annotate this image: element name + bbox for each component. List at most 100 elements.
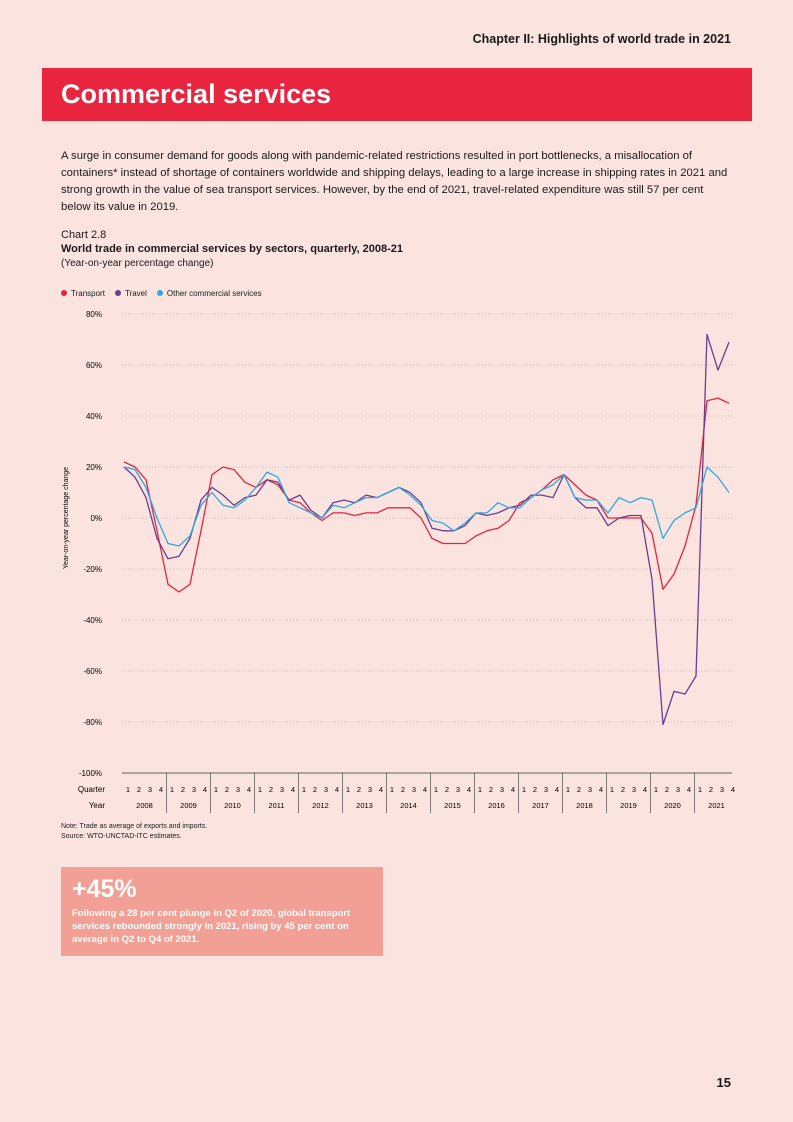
quarter-tick-label: 4 (379, 785, 383, 794)
series-line-transport (123, 397, 730, 593)
quarter-tick-label: 4 (467, 785, 471, 794)
year-tick-label: 2017 (532, 801, 549, 810)
quarter-tick-label: 1 (654, 785, 658, 794)
legend-item: Other commercial services (156, 289, 262, 298)
legend-dot (114, 290, 121, 296)
quarter-tick-label: 4 (555, 785, 559, 794)
quarter-tick-label: 3 (192, 785, 196, 794)
highlight-callout: +45% Following a 28 per cent plunge in Q… (61, 867, 383, 956)
year-tick-label: 2018 (576, 801, 593, 810)
quarter-tick-label: 4 (423, 785, 427, 794)
quarter-tick-label: 2 (577, 785, 581, 794)
quarter-tick-label: 4 (731, 785, 735, 794)
quarter-tick-label: 2 (621, 785, 625, 794)
y-tick-label: -80% (83, 718, 102, 727)
y-tick-label: -20% (83, 565, 102, 574)
quarter-tick-label: 3 (412, 785, 416, 794)
quarter-tick-label: 3 (676, 785, 680, 794)
quarter-tick-label: 3 (632, 785, 636, 794)
legend-dot (61, 290, 67, 296)
year-tick-label: 2014 (400, 801, 417, 810)
year-tick-label: 2019 (620, 801, 637, 810)
y-tick-label: -40% (83, 616, 102, 625)
quarter-tick-label: 4 (159, 785, 163, 794)
quarter-tick-label: 3 (720, 785, 724, 794)
quarter-tick-label: 4 (643, 785, 647, 794)
legend-dot (156, 290, 163, 296)
year-tick-label: 2020 (664, 801, 681, 810)
page-number: 15 (716, 1075, 731, 1090)
quarter-tick-label: 1 (170, 785, 174, 794)
year-tick-label: 2010 (224, 801, 241, 810)
y-tick-label: -60% (83, 667, 102, 676)
legend-item: Travel (114, 289, 147, 298)
series-line-other-commercial-services (123, 466, 730, 547)
series-line-travel (123, 333, 730, 726)
year-tick-label: 2016 (488, 801, 505, 810)
y-tick-label: 20% (86, 463, 102, 472)
quarter-tick-label: 1 (390, 785, 394, 794)
legend-label: Transport (71, 289, 105, 298)
quarter-tick-label: 4 (687, 785, 691, 794)
chart-label: Chart 2.8 (61, 229, 107, 241)
year-tick-label: 2011 (268, 801, 284, 810)
quarter-tick-label: 2 (269, 785, 273, 794)
quarter-tick-label: 2 (445, 785, 449, 794)
legend-label: Other commercial services (166, 289, 262, 298)
quarter-tick-label: 1 (566, 785, 570, 794)
year-row-label: Year (89, 801, 106, 810)
quarter-tick-label: 2 (489, 785, 493, 794)
chart-heading: Chart 2.8 World trade in commercial serv… (61, 229, 403, 269)
quarter-tick-label: 2 (533, 785, 537, 794)
quarter-tick-label: 1 (610, 785, 614, 794)
quarter-tick-label: 4 (511, 785, 515, 794)
legend-label: Travel (124, 289, 147, 298)
callout-value: +45% (72, 875, 137, 903)
quarter-tick-label: 3 (368, 785, 372, 794)
y-tick-label: 0% (90, 514, 102, 523)
quarter-tick-label: 2 (137, 785, 141, 794)
quarter-tick-label: 4 (247, 785, 251, 794)
note-text: Note: Trade as average of exports and im… (61, 823, 208, 830)
quarter-tick-label: 1 (346, 785, 350, 794)
quarter-tick-label: 1 (214, 785, 218, 794)
quarter-tick-label: 4 (335, 785, 339, 794)
quarter-tick-label: 1 (698, 785, 702, 794)
quarter-tick-label: 1 (478, 785, 482, 794)
quarter-tick-label: 2 (181, 785, 185, 794)
section-banner: Commercial services (42, 68, 752, 121)
y-tick-label: 40% (86, 412, 102, 421)
source-text: Source: WTO-UNCTAD-ITC estimates. (61, 833, 182, 840)
quarter-row-label: Quarter (78, 785, 105, 794)
quarter-tick-label: 4 (291, 785, 295, 794)
y-tick-label: 60% (86, 361, 102, 370)
chart-subtitle: (Year-on-year percentage change) (61, 258, 214, 269)
quarter-tick-label: 2 (313, 785, 317, 794)
quarter-tick-label: 1 (434, 785, 438, 794)
year-tick-label: 2015 (444, 801, 461, 810)
year-tick-label: 2021 (708, 801, 725, 810)
quarter-tick-label: 3 (588, 785, 592, 794)
quarter-tick-label: 3 (544, 785, 548, 794)
year-tick-label: 2012 (312, 801, 329, 810)
quarter-tick-label: 1 (258, 785, 262, 794)
y-axis-label: Year-on-year percentage change (63, 467, 70, 569)
chart-title: World trade in commercial services by se… (61, 243, 403, 255)
quarter-tick-label: 2 (665, 785, 669, 794)
section-title: Commercial services (61, 79, 332, 109)
legend-item: Transport (61, 289, 105, 298)
quarter-tick-label: 2 (401, 785, 405, 794)
quarter-tick-label: 4 (203, 785, 207, 794)
quarter-tick-label: 3 (148, 785, 152, 794)
quarter-tick-label: 3 (324, 785, 328, 794)
quarter-tick-label: 2 (709, 785, 713, 794)
quarter-tick-label: 3 (500, 785, 504, 794)
chapter-header: Chapter II: Highlights of world trade in… (472, 32, 731, 46)
quarter-tick-label: 3 (280, 785, 284, 794)
intro-paragraph: A surge in consumer demand for goods alo… (61, 150, 728, 213)
y-tick-label: 80% (86, 310, 102, 319)
chart-legend: Transport Travel Other commercial services (61, 289, 262, 298)
y-tick-label: -100% (79, 769, 102, 778)
